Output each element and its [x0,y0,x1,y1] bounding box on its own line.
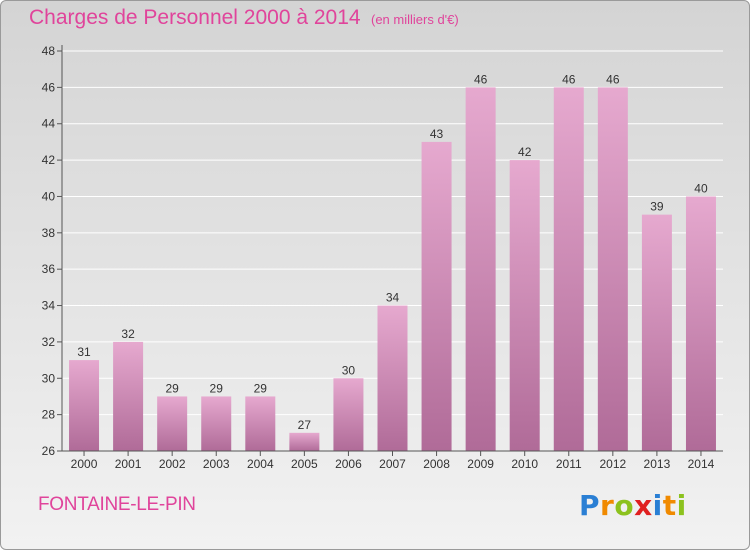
x-tick-label: 2014 [688,457,715,471]
y-tick-label: 48 [42,44,56,58]
y-tick-label: 42 [42,153,56,167]
x-tick-label: 2002 [159,457,186,471]
x-tick-label: 2011 [556,457,582,471]
axes [57,45,723,456]
bar [685,196,716,451]
bar [553,87,584,451]
bar [113,341,144,451]
proxiti-logo: Proxiti [579,489,687,522]
logo-letter: P [579,489,601,522]
bars [69,87,716,451]
logo-letter: x [634,489,653,522]
bar-value-label: 42 [518,145,532,159]
x-tick-label: 2005 [291,457,318,471]
x-tick-label: 2008 [423,457,450,471]
bar-value-label: 46 [474,72,488,86]
bar [157,396,188,451]
logo-letter: r [600,489,615,522]
bar-value-label: 40 [694,181,708,195]
bar-value-label: 27 [298,418,312,432]
bar-value-label: 43 [430,127,444,141]
logo-letter: i [676,489,687,522]
bar-value-label: 39 [650,200,664,214]
bar-value-label: 29 [210,381,224,395]
bar-value-label: 32 [121,327,135,341]
bar [69,360,100,451]
bar [421,141,452,451]
x-tick-label: 2003 [203,457,230,471]
x-tick-label: 2007 [379,457,406,471]
y-tick-label: 46 [42,80,56,94]
logo-letter: i [652,489,663,522]
bar [597,87,628,451]
bar-value-label: 31 [77,345,91,359]
y-tick-label: 26 [42,444,56,458]
chart-unit: (en milliers d'€) [371,12,459,27]
x-tick-label: 2004 [247,457,274,471]
bar [333,378,364,451]
bar [289,432,320,451]
y-tick-label: 32 [42,335,56,349]
bar [465,87,496,451]
y-tick-label: 30 [42,371,56,385]
bar-value-label: 46 [606,72,620,86]
y-tick-label: 28 [42,408,56,422]
x-tick-label: 2001 [115,457,142,471]
bar-value-label: 30 [342,363,356,377]
commune-name: FONTAINE-LE-PIN [38,494,196,515]
chart-title: Charges de Personnel 2000 à 2014 [29,6,361,29]
bar-value-label: 29 [165,381,179,395]
y-tick-label: 34 [42,299,56,313]
y-tick-label: 40 [42,189,56,203]
y-tick-label: 44 [42,117,56,131]
y-tick-label: 38 [42,226,56,240]
logo-letter: o [614,489,635,522]
x-tick-label: 2013 [644,457,671,471]
bar [641,214,672,451]
bar [509,160,540,451]
bar-value-label: 29 [254,381,268,395]
x-tick-label: 2010 [511,457,538,471]
labels: 26 28 30 32 34 36 38 40 42 44 46 48 31 2000 32 2001 29 20… [42,44,715,471]
y-tick-label: 36 [42,262,56,276]
x-tick-label: 2000 [71,457,98,471]
bar [245,396,276,451]
x-tick-label: 2006 [335,457,362,471]
bar [377,305,408,451]
bar-value-label: 46 [562,72,576,86]
logo-letter: t [662,489,677,522]
x-tick-label: 2012 [599,457,626,471]
bar-value-label: 34 [386,291,400,305]
x-tick-label: 2009 [467,457,494,471]
bar [201,396,232,451]
